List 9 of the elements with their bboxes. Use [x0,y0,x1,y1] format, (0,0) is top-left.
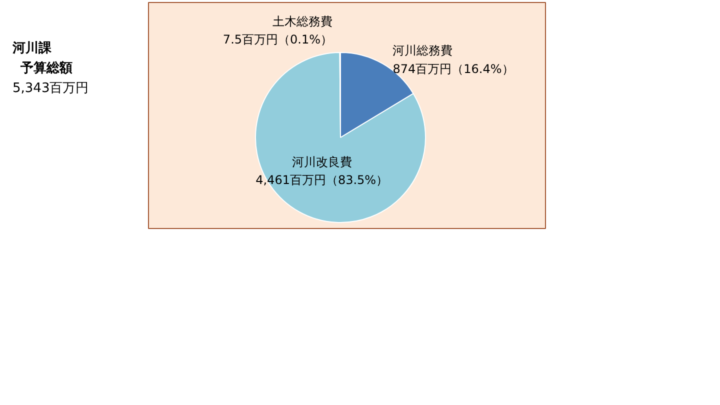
slice-label: 河川改良費 [292,154,352,169]
data-label: 4,461百万円（83.5%） [256,172,388,187]
data-label: 7.5百万円（0.1%） [222,32,333,46]
slice-label: 土木総務費 [272,14,332,28]
text: 5,343百万円 [12,81,89,96]
slice-label: 河川総務費 [392,44,453,58]
text: 予算総額 [20,60,72,76]
data-label: 874百万円（16.4%） [392,62,514,76]
text: 河川課 [12,40,52,56]
